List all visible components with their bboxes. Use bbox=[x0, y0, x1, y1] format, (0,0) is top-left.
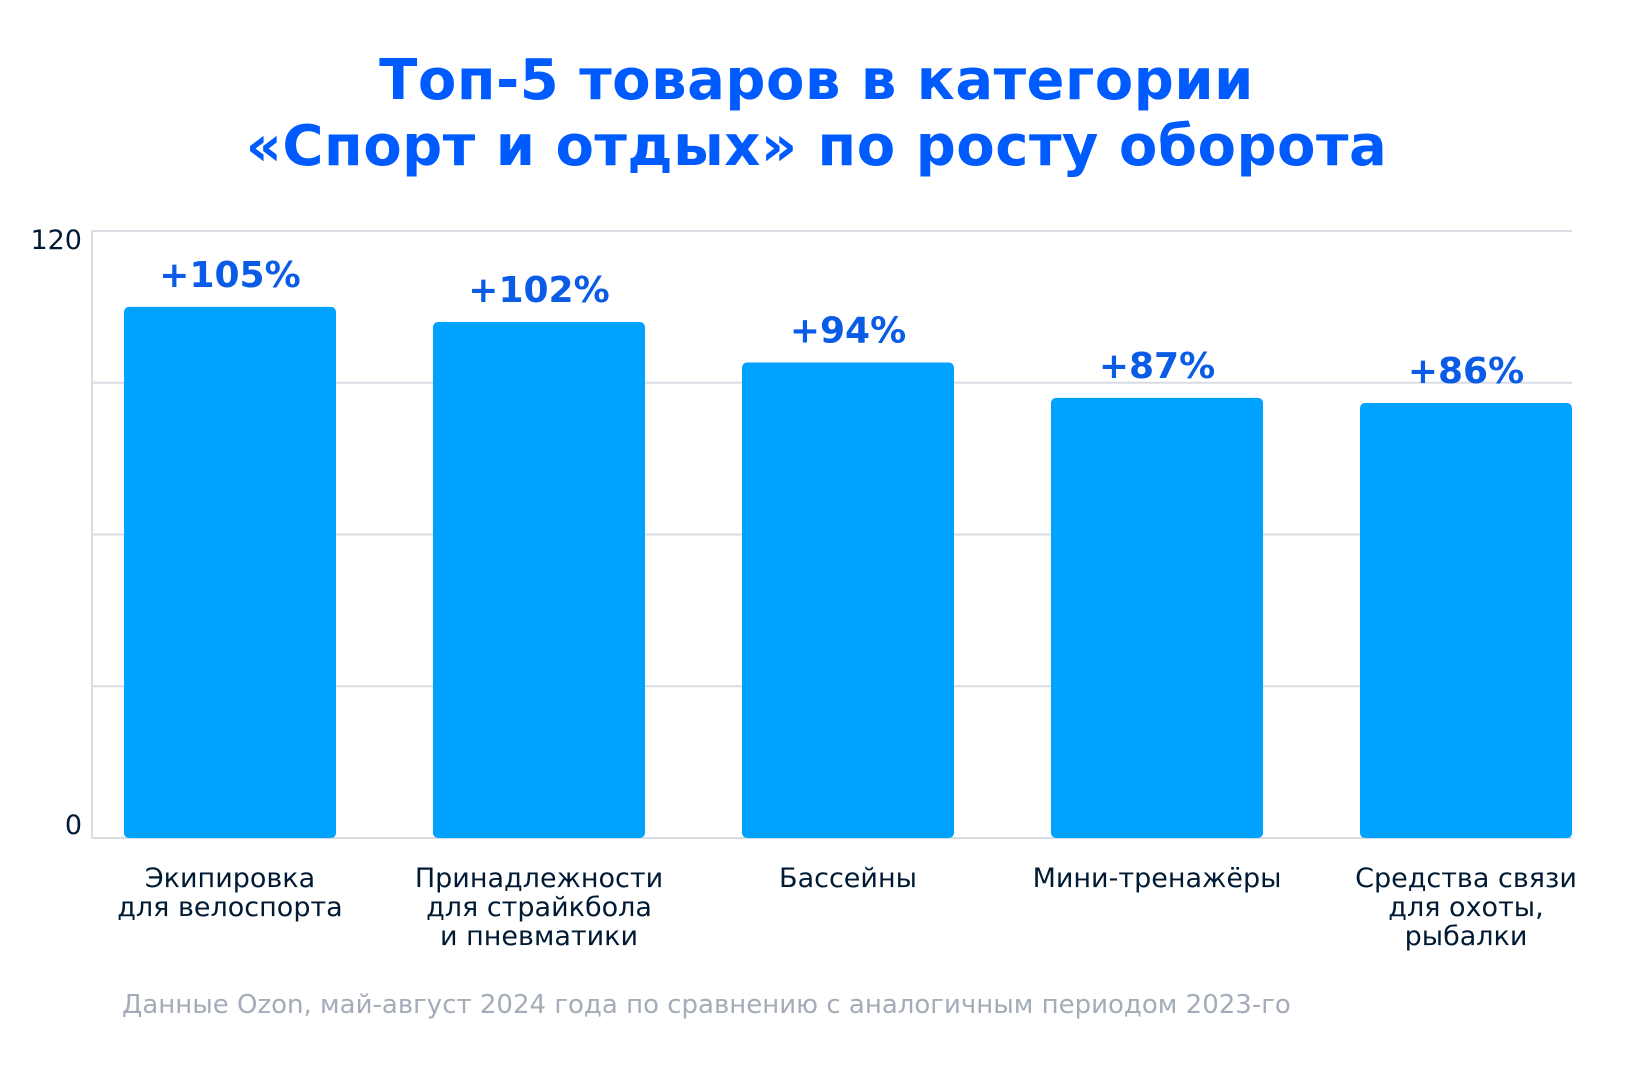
chart-title-line-1: Топ-5 товаров в категории bbox=[379, 48, 1254, 113]
category-label-line: для охоты, bbox=[1388, 892, 1543, 923]
category-label: Бассейны bbox=[779, 863, 917, 894]
category-label-line: Средства связи bbox=[1355, 863, 1577, 894]
bar bbox=[433, 322, 645, 838]
bar bbox=[124, 306, 336, 838]
category-label-line: и пневматики bbox=[440, 921, 638, 952]
y-tick-label: 120 bbox=[30, 225, 82, 256]
y-tick-label: 0 bbox=[65, 810, 82, 841]
category-label: Принадлежности для страйкбола и пневматики bbox=[415, 863, 663, 952]
bar bbox=[742, 362, 954, 838]
chart-title-line-2: «Спорт и отдых» по росту оборота bbox=[245, 114, 1388, 179]
category-label: Мини-тренажёры bbox=[1033, 863, 1282, 894]
category-label: Экипировка для велоспорта bbox=[117, 863, 342, 923]
category-label-line: для велоспорта bbox=[117, 892, 342, 923]
chart-title: Топ-5 товаров в категории «Спорт и отдых… bbox=[0, 48, 1633, 180]
source-note: Данные Ozon, май-август 2024 года по сра… bbox=[122, 990, 1291, 1020]
bar bbox=[1051, 397, 1263, 838]
category-label-line: Бассейны bbox=[779, 863, 917, 894]
category-label-line: Мини-тренажёры bbox=[1033, 863, 1282, 894]
bar-value-label: +102% bbox=[468, 270, 609, 311]
category-label-line: рыбалки bbox=[1405, 921, 1528, 952]
category-label-line: для страйкбола bbox=[426, 892, 652, 923]
bar-value-label: +86% bbox=[1408, 351, 1524, 392]
bar bbox=[1360, 402, 1572, 838]
bar-value-label: +94% bbox=[790, 311, 906, 352]
category-label-line: Экипировка bbox=[145, 863, 315, 894]
category-label: Средства связи для охоты, рыбалки bbox=[1355, 863, 1577, 952]
bar-value-label: +87% bbox=[1099, 346, 1215, 387]
category-label-line: Принадлежности bbox=[415, 863, 663, 894]
bar-value-label: +105% bbox=[159, 255, 300, 296]
